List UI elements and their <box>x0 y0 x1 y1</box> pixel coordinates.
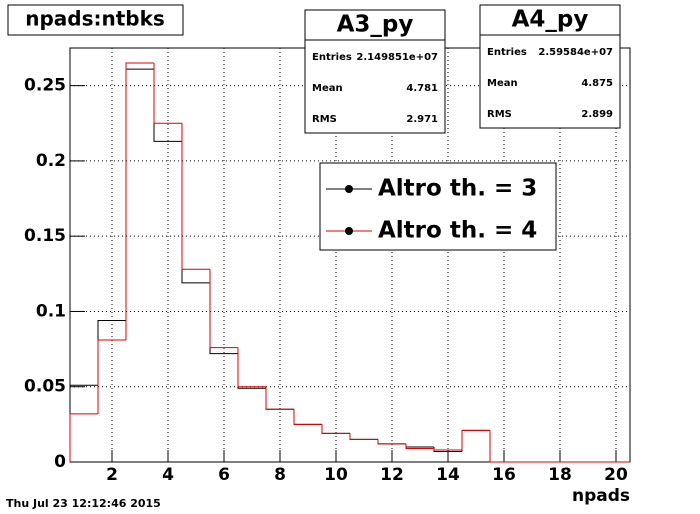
histogram-bin <box>489 430 518 463</box>
stats-title: A3_py <box>337 12 414 38</box>
legend-marker <box>345 227 353 235</box>
y-tick-label: 0.2 <box>36 151 66 171</box>
legend-label: Altro th. = 4 <box>378 218 537 244</box>
y-tick-label: 0 <box>54 452 66 472</box>
x-tick-label: 12 <box>380 465 404 485</box>
stats-value: 4.781 <box>406 83 438 94</box>
histogram-bin <box>125 62 154 341</box>
x-tick-label: 4 <box>162 465 174 485</box>
histogram-bin <box>69 413 98 462</box>
y-tick-label: 0.25 <box>24 76 66 96</box>
stats-value: 2.149851e+07 <box>356 52 438 63</box>
legend-box <box>319 162 557 251</box>
stats-label: Entries <box>312 52 352 63</box>
title-box <box>7 4 184 36</box>
histogram-bin <box>97 339 126 414</box>
x-tick-label: 6 <box>218 465 230 485</box>
stats-title: A4_py <box>512 7 589 33</box>
stats-label: RMS <box>312 114 337 125</box>
x-tick-label: 18 <box>548 465 572 485</box>
histogram-bin <box>153 63 182 124</box>
y-tick-label: 0.1 <box>36 301 66 321</box>
histogram-bin <box>405 443 434 449</box>
stats-label: Mean <box>487 78 518 89</box>
histogram-bin <box>461 429 490 450</box>
timestamp: Thu Jul 23 12:12:46 2015 <box>6 497 161 510</box>
x-tick-label: 16 <box>492 465 516 485</box>
y-tick-label: 0.05 <box>24 377 66 397</box>
histogram-bin <box>265 386 294 410</box>
y-tick-label: 0.15 <box>24 226 66 246</box>
histogram-bin <box>209 269 238 349</box>
legend-marker <box>345 185 353 193</box>
histogram-bin <box>377 439 406 445</box>
histogram-bin <box>181 123 210 270</box>
histogram-bin <box>433 448 462 451</box>
histogram-bin <box>237 347 266 388</box>
x-tick-label: 10 <box>324 465 348 485</box>
x-tick-label: 8 <box>274 465 286 485</box>
stats-label: Mean <box>312 83 343 94</box>
stats-value: 2.971 <box>406 114 438 125</box>
stats-label: RMS <box>487 109 512 120</box>
x-tick-label: 20 <box>604 465 628 485</box>
x-tick-label: 2 <box>106 465 118 485</box>
stats-value: 2.899 <box>581 109 613 120</box>
stats-value: 4.875 <box>581 78 613 89</box>
stats-box <box>479 4 621 129</box>
x-tick-label: 14 <box>436 465 460 485</box>
x-axis-label: npads <box>572 486 630 506</box>
legend-label: Altro th. = 3 <box>378 176 537 202</box>
stats-value: 2.59584e+07 <box>538 47 613 58</box>
stats-box <box>304 9 446 134</box>
histogram-bin <box>321 424 350 434</box>
histogram-bin <box>293 409 322 425</box>
histogram-bin <box>349 433 378 440</box>
stats-label: Entries <box>487 47 527 58</box>
chart-title: npads:ntbks <box>25 7 165 31</box>
